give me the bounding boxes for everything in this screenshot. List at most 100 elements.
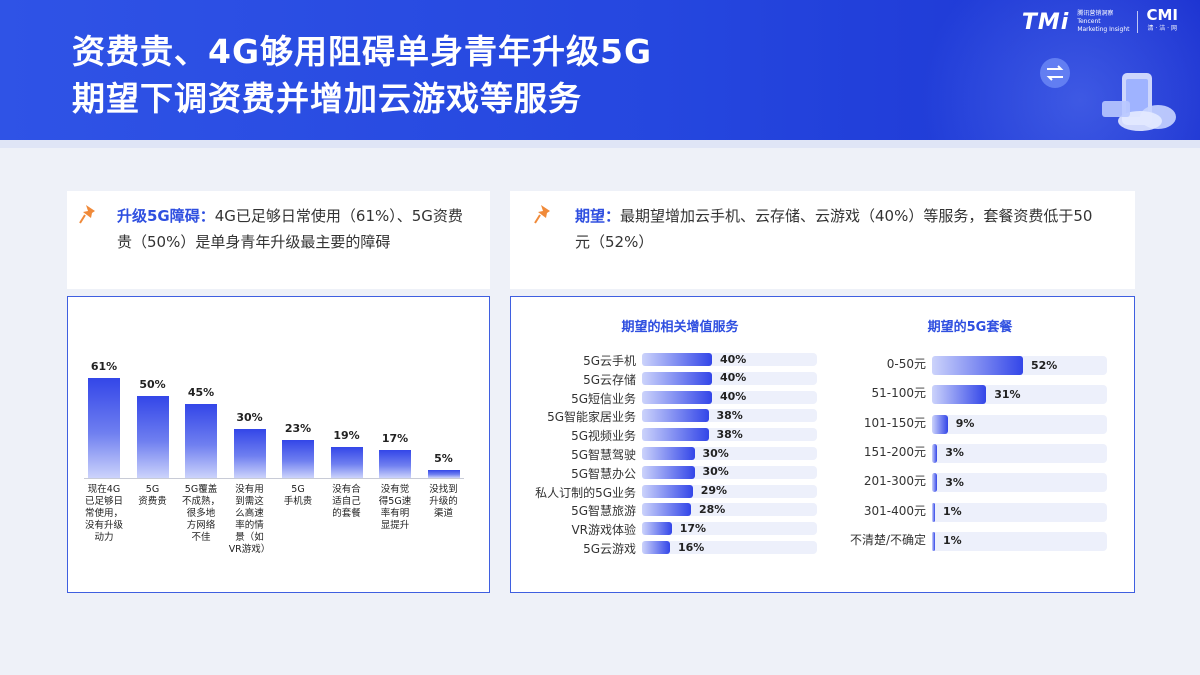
bar-category-label: 5G智能家居业务 bbox=[547, 410, 636, 425]
bar-value-label: 1% bbox=[943, 505, 962, 518]
cmi-logo-subtitle: 清 · 洁 · 网 bbox=[1147, 25, 1177, 32]
header-divider-band bbox=[0, 140, 1200, 148]
bar bbox=[932, 502, 935, 522]
bar bbox=[932, 385, 987, 405]
bar-category-label: 5G云手机 bbox=[583, 354, 636, 368]
tmi-logo: TMi bbox=[1021, 9, 1070, 35]
bar-category-label: 5G视频业务 bbox=[571, 429, 636, 444]
bar-value-label: 40% bbox=[720, 390, 747, 404]
barrier-callout-label: 升级5G障碍： bbox=[117, 207, 215, 225]
bar-value-label: 61% bbox=[90, 360, 118, 373]
bar bbox=[642, 503, 691, 517]
tmi-subtitle: 腾讯营销洞察 Tencent Marketing Insight bbox=[1077, 10, 1129, 34]
bar bbox=[185, 404, 217, 478]
bar bbox=[379, 450, 411, 478]
page-title: 资费贵、4G够用阻碍单身青年升级5G 期望下调资费并增加云游戏等服务 bbox=[72, 28, 652, 122]
barrier-callout-text: 升级5G障碍：4G已足够日常使用（61%）、5G资费贵（50%）是单身青年升级最… bbox=[117, 203, 477, 255]
bar-value-label: 38% bbox=[716, 427, 743, 441]
bar-value-label: 3% bbox=[945, 475, 964, 489]
bar-category-label: 没有觉 得5G速 率有明 显提升 bbox=[378, 484, 412, 531]
bar-value-label: 30% bbox=[236, 410, 263, 424]
bar-category-label: 301-400元 bbox=[863, 503, 926, 518]
tmi-en-name-2: Marketing Insight bbox=[1077, 26, 1130, 33]
bar-track bbox=[932, 443, 1107, 463]
chart-baseline bbox=[84, 478, 464, 479]
bar bbox=[233, 428, 266, 478]
bar-category-label: 5G 手机贵 bbox=[283, 484, 313, 507]
bar bbox=[642, 390, 712, 404]
bar-value-label: 40% bbox=[720, 352, 747, 366]
bar-track bbox=[932, 531, 1107, 551]
bar bbox=[642, 428, 709, 442]
bar bbox=[282, 440, 314, 478]
bar bbox=[642, 541, 670, 554]
bar-value-label: 52% bbox=[1031, 358, 1058, 372]
chart-title: 期望的相关增值服务 bbox=[621, 320, 739, 335]
barrier-callout-body: 4G已足够日常使用（61%）、5G资费贵（50%）是单身青年升级最主要的障碍 bbox=[117, 207, 463, 251]
expectation-callout-body: 最期望增加云手机、云存储、云游戏（40%）等服务，套餐资费低于50元（52%） bbox=[575, 207, 1093, 251]
bar-category-label: 5G智慧办公 bbox=[571, 466, 636, 481]
bar bbox=[642, 353, 712, 366]
bar-value-label: 31% bbox=[994, 387, 1021, 401]
bar bbox=[642, 484, 693, 498]
bar-value-label: 28% bbox=[699, 502, 726, 516]
bar bbox=[932, 473, 938, 493]
barrier-chart-panel bbox=[67, 296, 490, 593]
bar-category-label: 151-200元 bbox=[863, 444, 926, 459]
bar-value-label: 30% bbox=[702, 446, 729, 460]
bar bbox=[136, 396, 169, 478]
cmi-logo-text: CMI bbox=[1146, 6, 1178, 24]
bar-category-label: 5G智慧驾驶 bbox=[571, 448, 636, 462]
bar-value-label: 17% bbox=[679, 521, 707, 535]
bar-value-label: 29% bbox=[700, 484, 728, 498]
bar bbox=[330, 446, 363, 478]
bar-value-label: 30% bbox=[702, 465, 729, 479]
bar-value-label: 5% bbox=[434, 451, 453, 465]
bar-category-label: 5G 资费贵 bbox=[138, 484, 167, 507]
bar-value-label: 1% bbox=[943, 534, 962, 548]
bar-category-label: VR游戏体验 bbox=[571, 523, 636, 538]
expectation-callout: 期望：最期望增加云手机、云存储、云游戏（40%）等服务，套餐资费低于50元（52… bbox=[510, 191, 1135, 289]
page-title-line-1: 资费贵、4G够用阻碍单身青年升级5G bbox=[72, 32, 653, 71]
bar bbox=[642, 522, 672, 536]
bar-category-label: 5G云游戏 bbox=[583, 542, 636, 556]
bar-category-label: 0-50元 bbox=[886, 357, 926, 371]
bar bbox=[932, 531, 935, 551]
phone-cloud-illustration-icon bbox=[1040, 58, 1176, 131]
barrier-callout: 升级5G障碍：4G已足够日常使用（61%）、5G资费贵（50%）是单身青年升级最… bbox=[67, 191, 490, 289]
bar-track bbox=[932, 473, 1107, 493]
pushpin-icon bbox=[79, 205, 95, 224]
pushpin-icon bbox=[534, 205, 550, 224]
bar-category-label: 私人订制的5G业务 bbox=[535, 485, 636, 500]
bar-track bbox=[642, 541, 817, 554]
bar-category-label: 5G短信业务 bbox=[571, 391, 636, 406]
bar bbox=[932, 356, 1023, 375]
header-banner: 资费贵、4G够用阻碍单身青年升级5G 期望下调资费并增加云游戏等服务 TMi 腾… bbox=[0, 0, 1200, 140]
bar bbox=[427, 469, 460, 478]
brand-separator bbox=[1137, 11, 1139, 33]
tmi-cn-name: 腾讯营销洞察 bbox=[1077, 10, 1114, 17]
bar-value-label: 16% bbox=[678, 540, 705, 554]
bar-category-label: 101-150元 bbox=[863, 415, 926, 430]
expectation-callout-label: 期望： bbox=[575, 207, 621, 225]
chart-title: 期望的5G套餐 bbox=[927, 320, 1013, 335]
bar bbox=[88, 378, 120, 478]
bar-track bbox=[642, 522, 817, 536]
bar-value-label: 9% bbox=[955, 417, 975, 431]
bar bbox=[642, 465, 695, 479]
tmi-en-name-1: Tencent bbox=[1077, 18, 1101, 25]
bar-category-label: 不清楚/不确定 bbox=[849, 532, 926, 547]
bar bbox=[642, 409, 709, 423]
bar bbox=[932, 414, 948, 434]
bar-category-label: 没找到 升级的 渠道 bbox=[429, 484, 458, 519]
bar-value-label: 19% bbox=[333, 428, 360, 442]
bar-value-label: 40% bbox=[720, 371, 747, 385]
bar bbox=[932, 443, 938, 463]
bar-value-label: 23% bbox=[284, 422, 312, 436]
bar bbox=[642, 371, 712, 385]
bar-track bbox=[932, 502, 1107, 522]
bar-category-label: 51-100元 bbox=[871, 386, 926, 401]
bar-value-label: 17% bbox=[381, 432, 409, 446]
cmi-logo: CMI 清 · 洁 · 网 bbox=[1146, 8, 1178, 36]
bar-category-label: 5G覆盖 不成熟， 很多地 方网络 不佳 bbox=[181, 484, 220, 543]
